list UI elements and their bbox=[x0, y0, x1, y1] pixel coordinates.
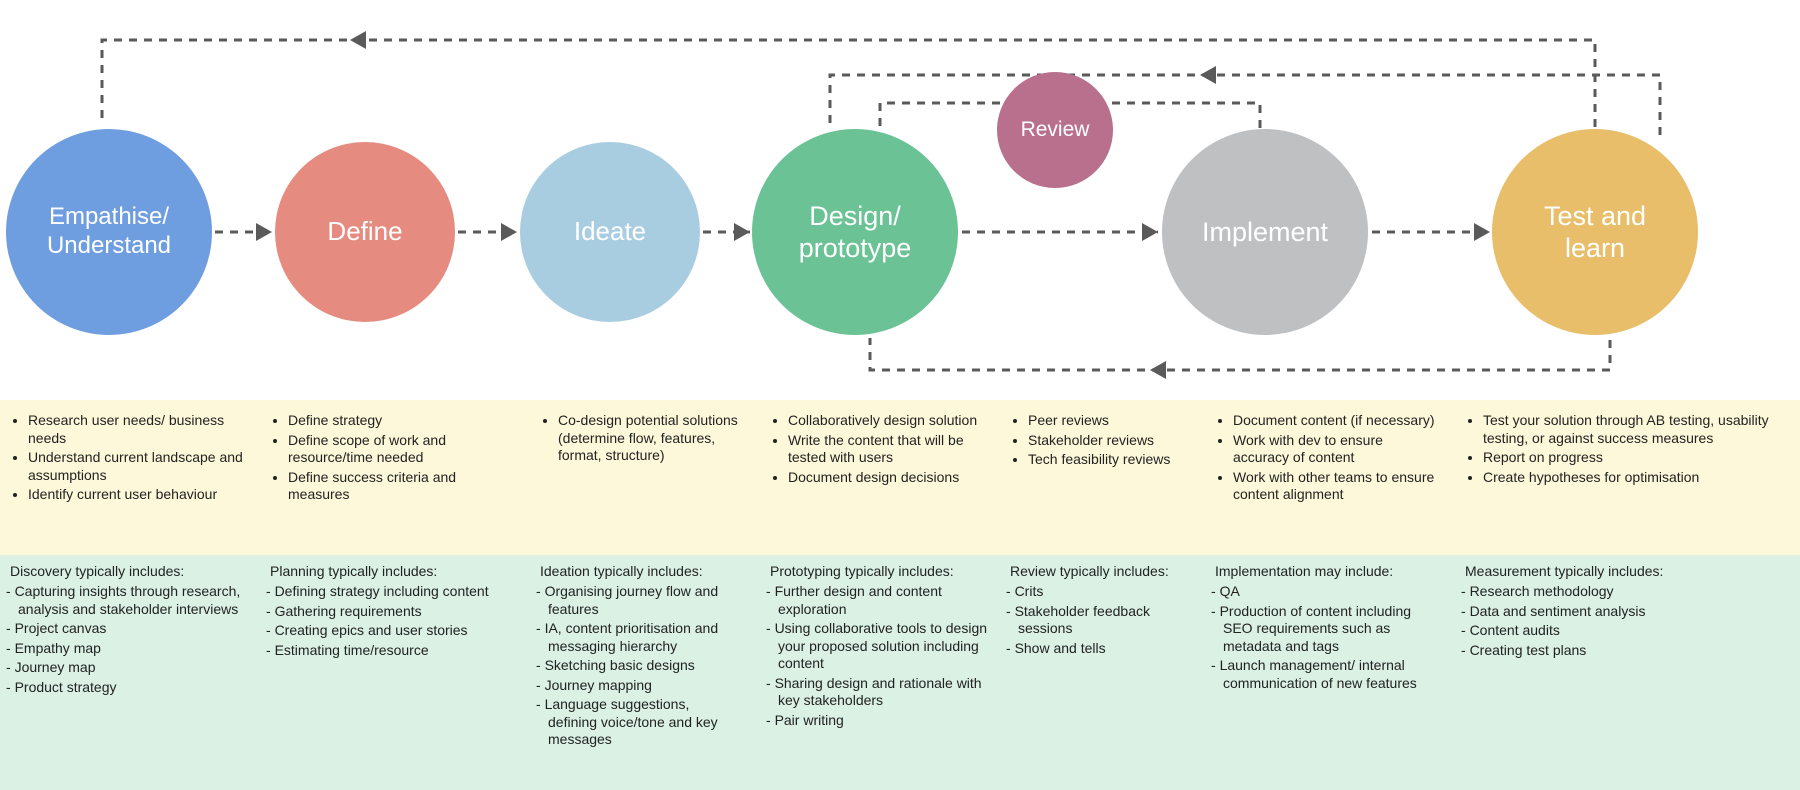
includes-col-4: Review typically includes: Crits Stakehold… bbox=[1010, 563, 1200, 659]
activities-col-0: Research user needs/ business needsUnder… bbox=[10, 408, 255, 506]
node-implement: Implement bbox=[1162, 129, 1368, 335]
includes-item: Language suggestions, defining voice/ton… bbox=[548, 696, 738, 749]
activity-item: Create hypotheses for optimisation bbox=[1483, 469, 1773, 487]
activity-item: Identify current user behaviour bbox=[28, 486, 243, 504]
includes-col-6: Measurement typically includes: Research … bbox=[1465, 563, 1785, 661]
activities-col-1: Define strategy Define scope of work and … bbox=[270, 408, 515, 506]
includes-item: Gathering requirements bbox=[278, 603, 503, 621]
includes-item: Capturing insights through research, ana… bbox=[18, 583, 243, 618]
includes-item: Journey mapping bbox=[548, 677, 738, 695]
edge-loop-bot bbox=[870, 338, 1610, 370]
includes-item: Content audits bbox=[1473, 622, 1773, 640]
includes-col-5: Implementation may include: QA Production … bbox=[1215, 563, 1450, 694]
node-label: Empathise/ Understand bbox=[47, 203, 171, 261]
activity-item: Co-design potential solutions (determine… bbox=[558, 412, 738, 465]
includes-item: Using collaborative tools to design your… bbox=[778, 620, 988, 673]
node-label: Test and learn bbox=[1544, 200, 1646, 265]
includes-item: Pair writing bbox=[778, 712, 988, 730]
includes-col-0: Discovery typically includes: Capturing i… bbox=[10, 563, 255, 698]
includes-heading: Planning typically includes: bbox=[270, 563, 503, 579]
activity-item: Stakeholder reviews bbox=[1028, 432, 1188, 450]
includes-item: Defining strategy including content bbox=[278, 583, 503, 601]
activity-item: Document design decisions bbox=[788, 469, 988, 487]
activity-item: Report on progress bbox=[1483, 449, 1773, 467]
activity-item: Work with dev to ensure accuracy of cont… bbox=[1233, 432, 1438, 467]
includes-col-3: Prototyping typically includes: Further d… bbox=[770, 563, 1000, 731]
edge-loop-mid bbox=[830, 75, 1660, 135]
activities-col-2: Co-design potential solutions (determine… bbox=[540, 408, 750, 467]
node-define: Define bbox=[275, 142, 455, 322]
includes-item: IA, content prioritisation and messaging… bbox=[548, 620, 738, 655]
activity-item: Test your solution through AB testing, u… bbox=[1483, 412, 1773, 447]
includes-col-2: Ideation typically includes: Organising j… bbox=[540, 563, 750, 751]
includes-item: Crits bbox=[1018, 583, 1188, 601]
includes-item: Production of content including SEO requ… bbox=[1223, 603, 1438, 656]
includes-heading: Measurement typically includes: bbox=[1465, 563, 1773, 579]
activity-item: Work with other teams to ensure content … bbox=[1233, 469, 1438, 504]
includes-heading: Review typically includes: bbox=[1010, 563, 1188, 579]
activity-item: Write the content that will be tested wi… bbox=[788, 432, 988, 467]
activity-item: Define strategy bbox=[288, 412, 503, 430]
includes-item: Launch management/ internal communicatio… bbox=[1223, 657, 1438, 692]
activity-item: Understand current landscape and assumpt… bbox=[28, 449, 243, 484]
includes-item: Organising journey flow and features bbox=[548, 583, 738, 618]
includes-item: Stakeholder feedback sessions bbox=[1018, 603, 1188, 638]
includes-item: Sketching basic designs bbox=[548, 657, 738, 675]
node-label: Implement bbox=[1202, 216, 1328, 248]
activity-item: Research user needs/ business needs bbox=[28, 412, 243, 447]
node-empathise: Empathise/ Understand bbox=[6, 129, 212, 335]
activity-item: Peer reviews bbox=[1028, 412, 1188, 430]
includes-heading: Prototyping typically includes: bbox=[770, 563, 988, 579]
includes-item: Empathy map bbox=[18, 640, 243, 658]
includes-heading: Implementation may include: bbox=[1215, 563, 1438, 579]
includes-item: Journey map bbox=[18, 659, 243, 677]
includes-item: Estimating time/resource bbox=[278, 642, 503, 660]
includes-heading: Discovery typically includes: bbox=[10, 563, 243, 579]
includes-item: Creating test plans bbox=[1473, 642, 1773, 660]
includes-item: Research methodology bbox=[1473, 583, 1773, 601]
edge-loop-top bbox=[102, 40, 1595, 127]
includes-item: QA bbox=[1223, 583, 1438, 601]
includes-item: Data and sentiment analysis bbox=[1473, 603, 1773, 621]
activities-col-5: Document content (if necessary) Work with… bbox=[1215, 408, 1450, 506]
includes-item: Creating epics and user stories bbox=[278, 622, 503, 640]
node-ideate: Ideate bbox=[520, 142, 700, 322]
activities-col-3: Collaboratively design solution Write the… bbox=[770, 408, 1000, 488]
node-label: Ideate bbox=[574, 216, 646, 247]
includes-item: Product strategy bbox=[18, 679, 243, 697]
includes-item: Sharing design and rationale with key st… bbox=[778, 675, 988, 710]
node-test: Test and learn bbox=[1492, 129, 1698, 335]
activity-item: Define scope of work and resource/time n… bbox=[288, 432, 503, 467]
includes-item: Show and tells bbox=[1018, 640, 1188, 658]
activity-item: Define success criteria and measures bbox=[288, 469, 503, 504]
node-review: Review bbox=[997, 72, 1113, 188]
activity-item: Collaboratively design solution bbox=[788, 412, 988, 430]
node-label: Define bbox=[327, 216, 402, 247]
includes-item: Project canvas bbox=[18, 620, 243, 638]
activities-col-4: Peer reviews Stakeholder reviewsTech feas… bbox=[1010, 408, 1200, 471]
process-diagram: Empathise/ Understand Define Ideate Design/… bbox=[0, 0, 1800, 786]
node-label: Design/ prototype bbox=[799, 200, 912, 265]
includes-item: Further design and content exploration bbox=[778, 583, 988, 618]
activity-item: Tech feasibility reviews bbox=[1028, 451, 1188, 469]
node-label: Review bbox=[1021, 117, 1090, 142]
activity-item: Document content (if necessary) bbox=[1233, 412, 1438, 430]
activities-col-6: Test your solution through AB testing, u… bbox=[1465, 408, 1785, 488]
includes-heading: Ideation typically includes: bbox=[540, 563, 738, 579]
includes-col-1: Planning typically includes: Defining str… bbox=[270, 563, 515, 661]
node-design: Design/ prototype bbox=[752, 129, 958, 335]
